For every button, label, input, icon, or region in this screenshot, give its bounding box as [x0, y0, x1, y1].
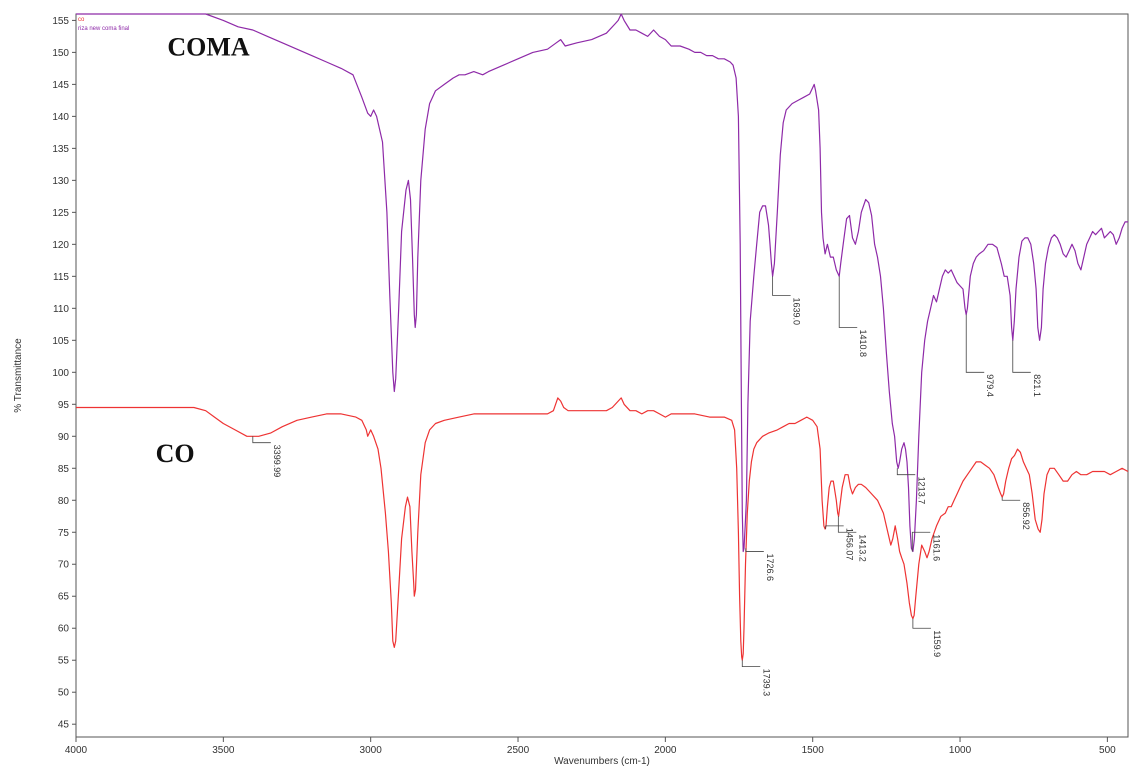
peak-leader-line	[965, 314, 985, 373]
peak-leader-line	[252, 436, 271, 444]
peak-label: 1159.9	[932, 630, 942, 657]
y-tick-label: 55	[58, 656, 70, 667]
y-tick-label: 70	[58, 560, 70, 571]
y-tick-label: 80	[58, 496, 70, 507]
y-tick-label: 125	[52, 208, 69, 219]
x-tick-label: 1500	[802, 745, 825, 756]
peak-label: 1739.3	[761, 669, 771, 697]
series-annotation-co: CO	[156, 439, 195, 468]
peak-label: 979.4	[985, 374, 995, 397]
peak-leader-line	[1012, 340, 1031, 373]
peak-label: 1410.8	[858, 330, 868, 358]
y-tick-label: 140	[52, 112, 69, 123]
x-tick-label: 1000	[949, 745, 972, 756]
legend-entry-coma: riza new coma final	[78, 26, 129, 32]
x-tick-label: 3000	[360, 745, 383, 756]
y-tick-label: 75	[58, 528, 70, 539]
y-tick-label: 110	[53, 304, 69, 315]
peak-leader-line	[745, 548, 764, 552]
y-tick-label: 90	[58, 432, 70, 443]
y-tick-label: 45	[58, 720, 70, 731]
x-tick-label: 4000	[65, 745, 88, 756]
peak-label: 821.1	[1032, 374, 1042, 397]
peak-leader-line	[1001, 497, 1021, 501]
y-tick-label: 65	[58, 592, 70, 603]
peak-leader-line	[838, 276, 858, 328]
y-tick-label: 120	[52, 240, 69, 251]
x-axis-title: Wavenumbers (cm-1)	[554, 756, 650, 767]
series-annotation-coma: COMA	[167, 33, 250, 62]
x-tick-label: 2500	[507, 745, 530, 756]
y-tick-label: 50	[58, 688, 70, 699]
peak-label: 3399.99	[272, 445, 282, 478]
y-tick-label: 115	[53, 272, 69, 283]
peak-labels-layer: 3399.99 1639.0 1410.8 979.4 821.1 1213.7 1161.…	[252, 276, 1042, 697]
peak-label: 1456.07	[845, 528, 855, 561]
y-axis-title: % Transmittance	[13, 338, 24, 413]
peak-leader-line	[741, 660, 761, 668]
x-tick-label: 2000	[654, 745, 677, 756]
y-tick-label: 60	[58, 624, 70, 635]
peak-leader-line	[837, 516, 857, 533]
y-tick-label: 105	[52, 336, 69, 347]
peak-leader-line	[911, 531, 931, 552]
peak-label: 1639.0	[792, 298, 802, 326]
y-tick-label: 150	[52, 48, 69, 59]
text-layer: Wavenumbers (cm-1) % Transmittance co ri…	[13, 17, 650, 767]
peak-leader-line	[896, 468, 916, 476]
peak-leader-line	[772, 276, 791, 296]
y-tick-label: 155	[52, 16, 69, 27]
peak-label: 1413.2	[857, 534, 867, 562]
peak-label: 1213.7	[916, 477, 926, 505]
y-tick-label: 145	[52, 80, 69, 91]
x-tick-label: 500	[1099, 745, 1116, 756]
y-tick-label: 130	[52, 176, 69, 187]
peak-label: 1726.6	[765, 553, 775, 581]
y-tick-label: 135	[52, 144, 69, 155]
y-tick-label: 95	[58, 400, 70, 411]
peak-label: 856.92	[1021, 502, 1031, 530]
axes-layer: 4000 3500 3000 2500 2000 1500 1000 500 45 50 55 60 6…	[52, 13, 1129, 756]
plot-frame	[75, 13, 1129, 738]
y-tick-label: 100	[52, 368, 69, 379]
peak-leader-line	[825, 525, 844, 530]
series-line-coma	[76, 13, 1128, 553]
x-tick-label: 3500	[212, 745, 235, 756]
y-tick-label: 85	[58, 464, 70, 475]
series-layer	[76, 13, 1129, 661]
peak-label: 1161.6	[931, 534, 941, 561]
series-line-co	[76, 397, 1129, 661]
legend-entry-co: co	[78, 17, 85, 23]
peak-leader-line	[912, 618, 931, 629]
